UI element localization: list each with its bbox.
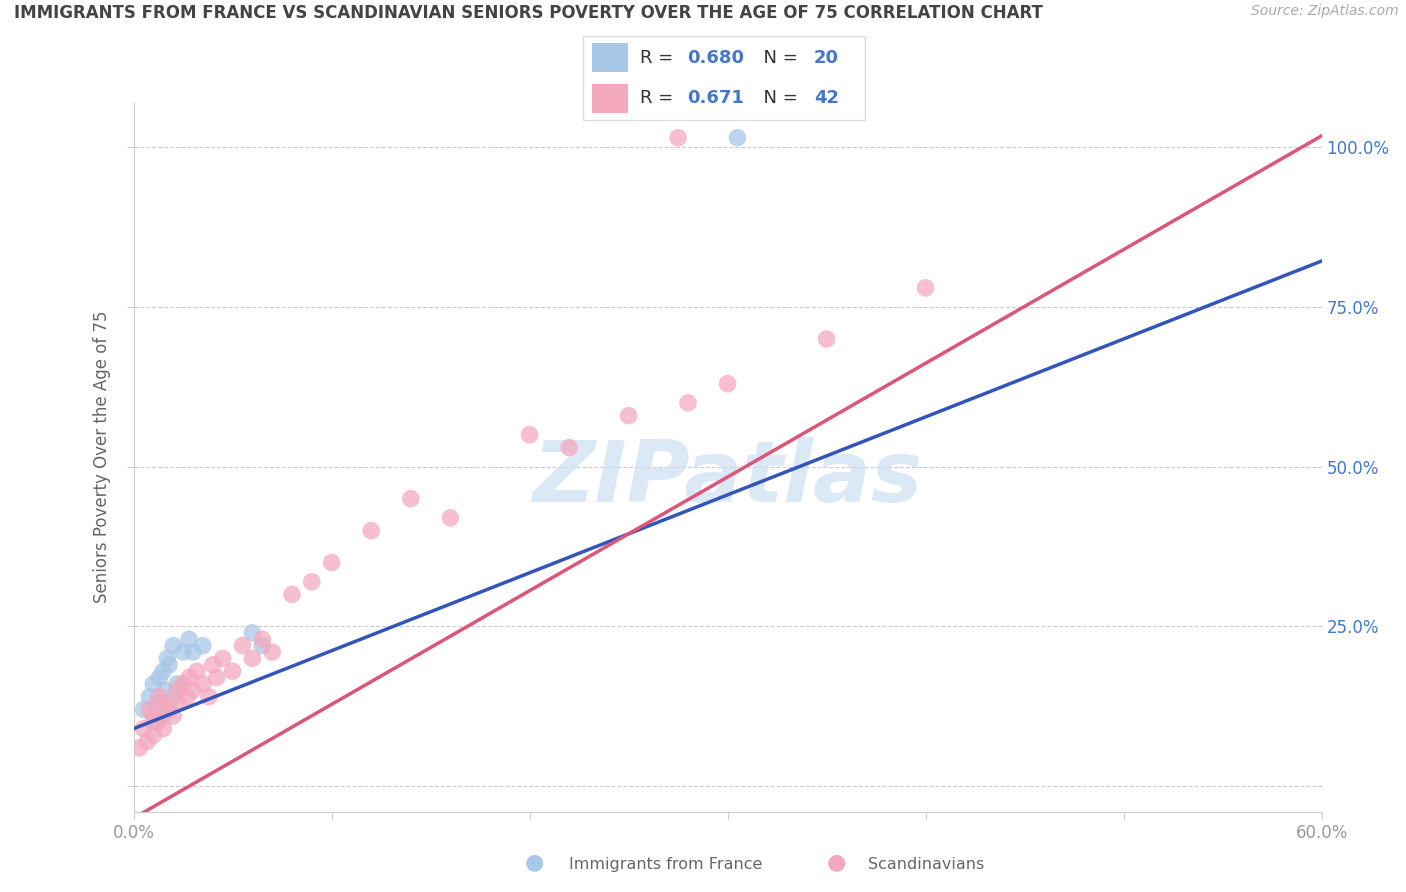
Point (166, 677, 188, 691)
Text: 20: 20 (814, 49, 839, 67)
Point (152, 722, 174, 736)
Point (205, 671, 228, 685)
Point (155, 696, 177, 710)
Point (177, 671, 200, 685)
Point (617, 409, 640, 423)
Point (172, 645, 194, 659)
Point (717, 376, 740, 391)
Point (167, 696, 190, 710)
Text: 0.680: 0.680 (688, 49, 745, 67)
FancyBboxPatch shape (592, 84, 628, 112)
Point (138, 690, 160, 704)
Point (519, 427, 541, 442)
Point (128, 740, 150, 755)
Point (666, 130, 689, 145)
Point (252, 632, 274, 647)
Point (186, 664, 208, 678)
Point (558, 441, 581, 455)
Point (321, 556, 343, 570)
Text: ●: ● (524, 853, 544, 872)
Point (146, 715, 169, 730)
Point (360, 524, 382, 538)
Point (157, 702, 180, 716)
Point (155, 683, 177, 698)
Point (146, 696, 169, 710)
Text: Scandinavians: Scandinavians (868, 857, 984, 872)
Text: Source: ZipAtlas.com: Source: ZipAtlas.com (1251, 4, 1399, 19)
Point (176, 690, 198, 704)
Text: N =: N = (752, 49, 804, 67)
Point (198, 690, 221, 704)
Point (399, 491, 422, 506)
Point (281, 587, 304, 601)
Point (162, 639, 184, 653)
Point (262, 645, 284, 659)
Point (138, 702, 160, 716)
Point (152, 709, 174, 723)
Text: 42: 42 (814, 89, 839, 107)
Point (162, 690, 184, 704)
Point (727, 130, 749, 145)
Point (242, 651, 264, 665)
Text: 0.671: 0.671 (688, 89, 744, 107)
Point (142, 728, 165, 742)
FancyBboxPatch shape (583, 36, 865, 120)
Point (191, 677, 214, 691)
Text: ZIPatlas: ZIPatlas (533, 437, 922, 520)
Point (301, 574, 323, 589)
Point (914, 281, 936, 295)
Point (142, 677, 165, 691)
Point (136, 734, 159, 748)
Text: IMMIGRANTS FROM FRANCE VS SCANDINAVIAN SENIORS POVERTY OVER THE AGE OF 75 CORREL: IMMIGRANTS FROM FRANCE VS SCANDINAVIAN S… (14, 4, 1043, 22)
Point (211, 651, 233, 665)
Point (142, 715, 165, 730)
Text: ●: ● (827, 853, 846, 872)
Point (172, 677, 194, 691)
Point (156, 651, 179, 665)
FancyBboxPatch shape (592, 44, 628, 72)
Point (252, 639, 274, 653)
Point (221, 664, 243, 678)
Point (242, 625, 264, 640)
Point (132, 722, 155, 736)
Point (815, 332, 838, 346)
Point (142, 709, 165, 723)
Text: N =: N = (752, 89, 804, 107)
Point (231, 639, 253, 653)
Point (162, 709, 184, 723)
Text: Immigrants from France: Immigrants from France (569, 857, 763, 872)
Point (177, 632, 200, 647)
Point (132, 702, 155, 716)
Point (181, 645, 204, 659)
Point (166, 683, 188, 698)
Point (439, 511, 461, 525)
Point (157, 657, 180, 672)
Point (181, 683, 204, 698)
Point (191, 639, 214, 653)
Point (152, 664, 174, 678)
Point (148, 671, 170, 685)
Text: R =: R = (640, 89, 679, 107)
Text: R =: R = (640, 49, 679, 67)
Point (201, 657, 224, 672)
Point (148, 690, 170, 704)
Point (676, 396, 699, 410)
Y-axis label: Seniors Poverty Over the Age of 75: Seniors Poverty Over the Age of 75 (93, 311, 111, 603)
